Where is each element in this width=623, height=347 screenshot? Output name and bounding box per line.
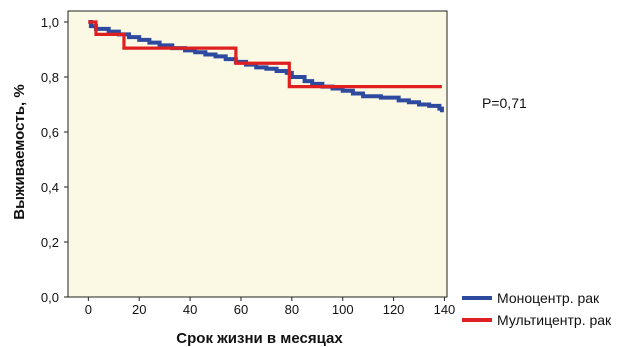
legend: Моноцентр. рак Мультицентр. рак [462, 290, 612, 328]
series-layer [88, 20, 444, 113]
x-tick-label: 20 [132, 302, 146, 317]
x-tick-label: 140 [434, 302, 456, 317]
x-axis: 0 20 40 60 80 100 120 140 [85, 297, 456, 317]
legend-label-2: Мультицентр. рак [497, 312, 612, 328]
y-tick-label: 0,0 [41, 290, 59, 305]
x-tick-label: 120 [383, 302, 405, 317]
y-axis: 0,0 0,2 0,4 0,6 0,8 1,0 [41, 15, 68, 305]
plot-area [67, 10, 448, 298]
y-tick-label: 0,2 [41, 235, 59, 250]
x-tick-label: 60 [234, 302, 248, 317]
x-axis-title: Срок жизни в месяцах [176, 330, 343, 347]
y-tick-label: 0,8 [41, 70, 59, 85]
x-tick-label: 100 [332, 302, 354, 317]
series-line-2 [88, 20, 442, 89]
legend-label-1: Моноцентр. рак [497, 290, 600, 306]
x-tick-label: 40 [183, 302, 197, 317]
y-tick-label: 0,4 [41, 180, 59, 195]
x-tick-label: 0 [85, 302, 92, 317]
x-tick-label: 80 [285, 302, 299, 317]
y-tick-label: 1,0 [41, 15, 59, 30]
y-tick-label: 0,6 [41, 125, 59, 140]
series-line-1 [88, 20, 444, 113]
p-value-annotation: P=0,71 [482, 95, 527, 111]
y-axis-title: Выживаемость, % [11, 84, 28, 219]
